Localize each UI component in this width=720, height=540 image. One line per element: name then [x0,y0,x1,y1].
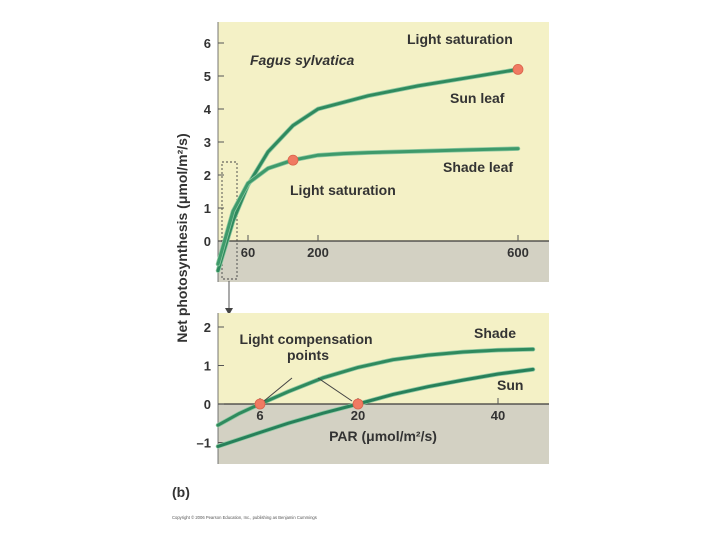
bottom-marker-point [254,398,266,410]
magnify-box [221,161,238,280]
top-marker-point [512,64,524,75]
bottom-y-ticks: –1 0 1 2 [197,320,224,451]
panel-label: (b) [172,484,190,500]
bottom-y-tick-label: 0 [204,397,211,412]
top-series-lines [215,67,521,273]
bottom-x-tick-label: 20 [351,408,365,423]
top-y-tick-label: 5 [204,69,211,84]
top-x-tick-label: 60 [241,245,255,260]
bottom-y-tick-label: 1 [204,359,211,374]
compensation-pointer-1 [263,377,293,402]
bottom-x-axis-label: PAR (μmol/m²/s) [329,428,437,444]
compensation-pointer-2 [317,377,353,402]
light-saturation-label-shade: Light saturation [290,182,396,198]
bottom-y-tick-label: 2 [204,320,211,335]
series-line-shade-leaf [216,147,520,266]
bottom-x-tick-label: 6 [256,408,263,423]
y-axis-label: Net photosynthesis (μmol/m²/s) [174,133,190,342]
light-compensation-label: Light compensation points [240,331,377,363]
sun-series-label: Sun [497,377,523,393]
bottom-compensation-points [254,398,364,410]
top-x-ticks: 60 200 600 [241,235,529,260]
top-chart: 0 1 2 3 4 5 6 60 200 600 Fagus sylvatica Sun lea… [204,22,549,315]
bottom-negative-region [218,404,549,464]
bottom-chart: –1 0 1 2 6 20 40 Light compensation points Sh… [197,313,549,464]
copyright-text: Copyright © 2006 Pearson Education, Inc.… [172,515,317,520]
magnify-arrowhead [225,308,233,315]
top-y-tick-label: 2 [204,168,211,183]
top-x-tick-label: 600 [507,245,529,260]
top-y-tick-label: 0 [204,234,211,249]
top-saturation-points [287,64,524,166]
bottom-x-tick-label: 40 [491,408,505,423]
top-y-tick-label: 6 [204,36,211,51]
series-line-sun [216,367,535,448]
shade-series-label: Shade [474,325,516,341]
top-y-tick-label: 4 [204,102,212,117]
top-x-tick-label: 200 [307,245,329,260]
sun-leaf-label: Sun leaf [450,90,505,106]
light-compensation-label-line2: points [287,347,329,363]
series-line-shade [216,347,535,427]
bottom-series-lines [215,347,536,449]
top-y-tick-label: 1 [204,201,211,216]
bottom-y-tick-label: –1 [197,436,211,451]
top-chart-title: Fagus sylvatica [250,52,354,68]
top-negative-region [218,241,549,282]
top-marker-point [287,154,299,166]
light-saturation-label-sun: Light saturation [407,31,513,47]
shade-leaf-label: Shade leaf [443,159,513,175]
bottom-marker-point [352,398,364,410]
light-compensation-label-line1: Light compensation [240,331,373,347]
top-y-tick-label: 3 [204,135,211,150]
top-plot-background [218,22,549,241]
bottom-plot-background [218,313,549,404]
top-y-ticks: 0 1 2 3 4 5 6 [204,36,224,249]
